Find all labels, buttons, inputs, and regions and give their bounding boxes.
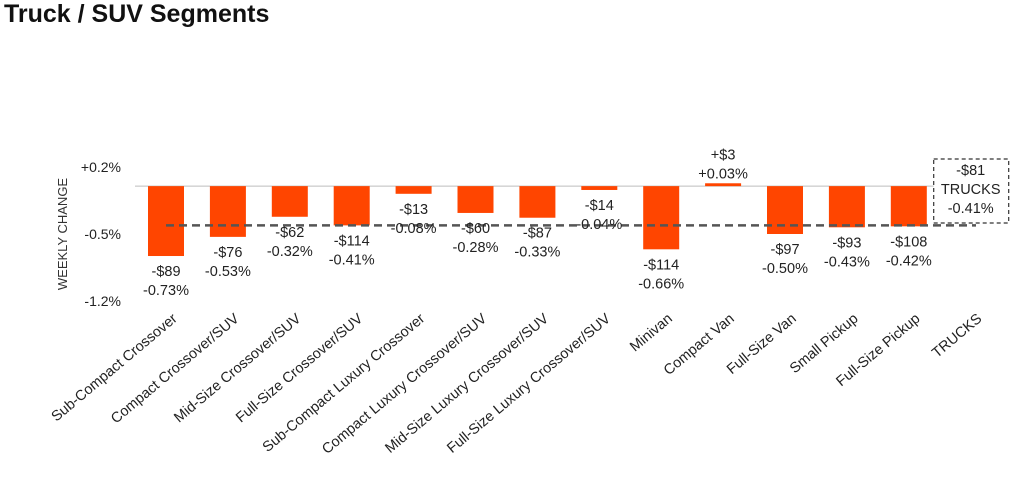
- data-label-dollar: -$93: [832, 235, 861, 251]
- data-label-percent: -0.53%: [205, 264, 251, 280]
- y-tick-label: -0.5%: [84, 226, 121, 242]
- bar: [581, 186, 618, 190]
- x-tick-label: Sub-Compact Crossover: [49, 311, 181, 425]
- data-label-dollar: -$87: [523, 226, 552, 242]
- data-label-dollar: -$89: [151, 264, 180, 280]
- data-label-percent: -0.66%: [638, 276, 684, 292]
- data-label-dollar: -$14: [585, 198, 614, 214]
- data-label-percent: -0.73%: [143, 283, 189, 299]
- bar: [395, 186, 432, 194]
- data-label-dollar: -$13: [399, 202, 428, 218]
- y-tick-label: -1.2%: [84, 293, 121, 309]
- bars-layer: [148, 183, 976, 257]
- x-tick-label: Minivan: [627, 311, 676, 355]
- data-label-dollar: -$114: [643, 257, 679, 273]
- bar: [705, 183, 742, 187]
- data-label-percent: -0.08%: [391, 221, 437, 237]
- bar: [767, 186, 803, 234]
- bar: [519, 186, 556, 218]
- data-label-percent: -0.28%: [453, 240, 499, 256]
- data-label-dollar: -$97: [770, 242, 799, 258]
- data-label-percent: +0.03%: [698, 166, 748, 182]
- bar: [271, 186, 308, 217]
- data-label-dollar: +$3: [711, 147, 736, 163]
- summary-name-label: TRUCKS: [941, 182, 1001, 198]
- data-label-percent: -0.50%: [762, 261, 808, 277]
- x-tick-label: TRUCKS: [929, 311, 985, 362]
- data-label-dollar: -$108: [890, 234, 927, 250]
- data-label-percent: -0.04%: [576, 217, 622, 233]
- data-label-percent: -0.43%: [824, 254, 870, 270]
- y-tick-label: +0.2%: [81, 159, 121, 175]
- y-axis-label: WEEKLY CHANGE: [55, 178, 70, 291]
- bar: [643, 186, 680, 250]
- bar: [209, 186, 246, 237]
- data-label-percent: -0.33%: [514, 245, 560, 261]
- data-label-dollar: -$62: [275, 225, 304, 241]
- data-label-dollar: -$76: [213, 245, 242, 261]
- data-label-percent: -0.42%: [886, 253, 932, 269]
- summary-percent-label: -0.41%: [948, 201, 994, 217]
- summary-dollar-label: -$81: [956, 163, 985, 179]
- data-label-percent: -0.32%: [267, 244, 313, 260]
- bar: [333, 186, 370, 226]
- data-label-percent: -0.41%: [329, 252, 375, 268]
- chart-title: Truck / SUV Segments: [4, 0, 270, 28]
- bar: [148, 186, 184, 257]
- data-label-dollar: -$60: [461, 221, 490, 237]
- bar: [457, 186, 494, 213]
- data-label-dollar: -$114: [334, 233, 370, 249]
- bar: [890, 186, 927, 227]
- bar: [828, 186, 865, 228]
- summary-box: [933, 158, 1010, 224]
